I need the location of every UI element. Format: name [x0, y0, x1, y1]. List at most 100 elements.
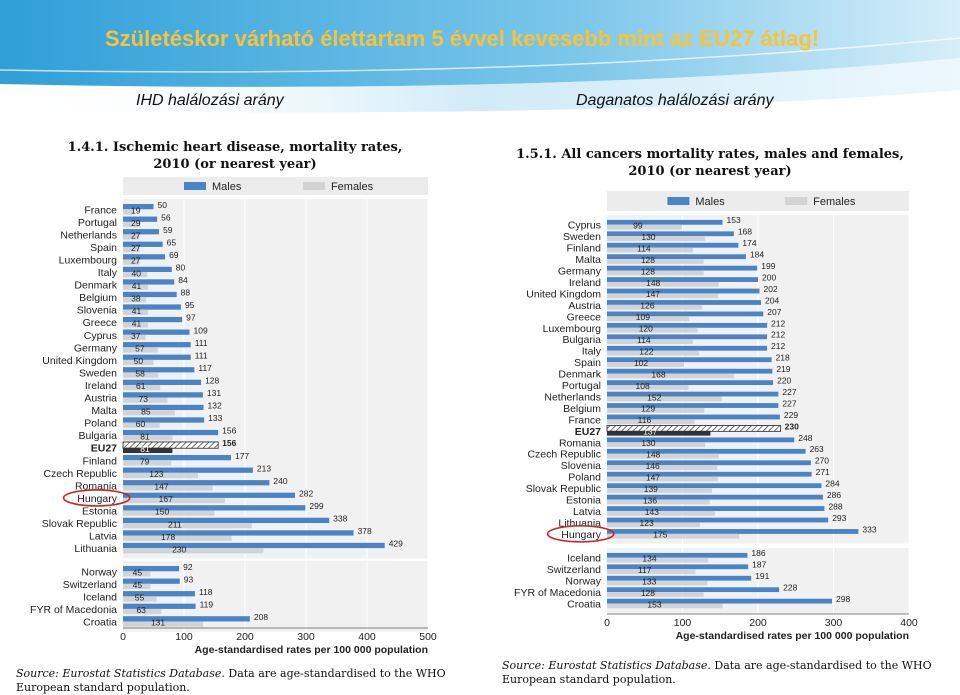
- value-label-females-austria: 73: [139, 394, 149, 404]
- category-label-croatia: Croatia: [83, 616, 117, 628]
- bar-males-iceland: [607, 552, 748, 558]
- category-label-hungary: Hungary: [77, 493, 117, 505]
- bar-females-luxembourg: [607, 327, 698, 333]
- bar-males-romania: [607, 437, 795, 443]
- bar-males-luxembourg: [607, 322, 768, 328]
- bar-males-denmark: [607, 368, 773, 374]
- value-label-females-germany: 128: [641, 266, 655, 276]
- x-tick-label-100: 100: [674, 617, 692, 629]
- value-label-males-romania: 240: [273, 476, 287, 486]
- chart-title-cancer: 1.5.1. All cancers mortality rates, male…: [510, 146, 910, 180]
- value-label-females-latvia: 178: [161, 532, 175, 542]
- bar-females-romania: [123, 485, 213, 491]
- source-note-ihd: Source: Eurostat Statistics Database. Da…: [16, 667, 446, 695]
- bar-males-hungary: [123, 492, 296, 498]
- bar-males-sweden: [123, 367, 195, 373]
- value-label-females-croatia: 153: [647, 599, 661, 609]
- bar-females-portugal: [607, 385, 689, 390]
- bar-males-czech-republic: [123, 467, 253, 473]
- category-label-eu27: EU27: [575, 426, 601, 438]
- value-label-males-malta: 132: [208, 401, 222, 411]
- source-note-cancer: Source: Eurostat Statistics Database. Da…: [502, 659, 942, 687]
- bar-males-fyr-of-macedonia: [607, 587, 780, 593]
- value-label-males-belgium: 227: [782, 398, 796, 408]
- bar-males-czech-republic: [607, 448, 806, 454]
- category-label-austria: Austria: [568, 300, 601, 312]
- value-label-females-austria: 126: [640, 301, 654, 311]
- value-label-males-hungary: 333: [862, 524, 876, 534]
- value-label-females-norway: 45: [133, 568, 143, 578]
- value-label-females-greece: 109: [636, 312, 650, 322]
- legend-females-label: Females: [813, 196, 856, 208]
- category-label-switzerland: Switzerland: [547, 564, 601, 576]
- category-label-fyr-of-macedonia: FYR of Macedonia: [30, 604, 117, 616]
- bar-males-belgium: [607, 403, 779, 408]
- value-label-females-estonia: 150: [155, 507, 169, 517]
- chart-title-ihd-line2: 2010 (or nearest year): [153, 157, 317, 172]
- bar-males-germany: [607, 265, 758, 271]
- value-label-males-ireland: 200: [762, 272, 776, 282]
- value-label-females-denmark: 168: [651, 369, 665, 379]
- value-label-females-poland: 60: [136, 419, 146, 429]
- bar-males-switzerland: [123, 578, 180, 584]
- bar-females-malta: [123, 410, 175, 416]
- x-tick-label-100: 100: [175, 631, 193, 643]
- bar-females-iceland: [607, 557, 709, 563]
- bar-males-finland: [123, 455, 231, 461]
- bar-males-finland: [607, 242, 739, 248]
- category-label-malta: Malta: [91, 405, 117, 417]
- value-label-males-fyr-of-macedonia: 228: [783, 583, 797, 593]
- value-label-females-cyprus: 99: [633, 221, 643, 231]
- category-label-portugal: Portugal: [562, 380, 601, 392]
- bar-females-fyr-of-macedonia: [607, 592, 704, 597]
- value-label-males-norway: 92: [183, 562, 193, 572]
- bar-females-portugal: [123, 221, 141, 228]
- x-tick-label-0: 0: [120, 631, 126, 643]
- bar-females-austria: [123, 397, 168, 403]
- category-label-sweden: Sweden: [79, 367, 117, 379]
- bar-males-united-kingdom: [123, 354, 191, 360]
- bar-females-belgium: [607, 407, 705, 413]
- category-label-belgium: Belgium: [563, 403, 601, 415]
- value-label-males-portugal: 220: [777, 376, 791, 386]
- category-label-poland: Poland: [568, 472, 601, 484]
- value-label-males-czech-republic: 213: [257, 463, 271, 473]
- value-label-females-slovenia: 41: [132, 306, 142, 316]
- bar-males-slovak-republic: [607, 483, 822, 489]
- x-tick-label-400: 400: [900, 617, 918, 629]
- bar-females-malta: [607, 259, 704, 264]
- value-label-males-cyprus: 153: [727, 215, 741, 225]
- bar-males-croatia: [123, 616, 250, 622]
- bar-males-cyprus: [123, 329, 190, 335]
- bar-males-germany: [123, 342, 191, 348]
- category-label-ireland: Ireland: [569, 277, 601, 289]
- value-label-females-bulgaria: 81: [140, 431, 150, 441]
- category-label-denmark: Denmark: [74, 280, 117, 292]
- bar-females-sweden: [123, 372, 159, 378]
- category-label-estonia: Estonia: [566, 495, 601, 507]
- bar-females-iceland: [123, 596, 157, 602]
- highlight-ellipse-hungary: [546, 525, 615, 543]
- category-label-poland: Poland: [84, 418, 117, 430]
- bar-males-iceland: [123, 591, 195, 597]
- value-label-males-eu27: 156: [222, 438, 236, 448]
- value-label-females-ireland: 61: [136, 381, 146, 391]
- value-label-females-france: 116: [638, 415, 652, 425]
- value-label-females-finland: 79: [140, 457, 150, 467]
- value-label-males-slovak-republic: 338: [333, 514, 347, 524]
- bar-males-latvia: [607, 506, 825, 511]
- category-label-austria: Austria: [84, 393, 117, 405]
- chart-title-cancer-line2: 2010 (or nearest year): [628, 164, 792, 179]
- bar-males-ireland: [123, 379, 202, 385]
- bar-males-poland: [123, 417, 205, 423]
- value-label-males-slovak-republic: 284: [825, 479, 839, 489]
- category-label-bulgaria: Bulgaria: [562, 334, 601, 346]
- bar-females-ireland: [607, 281, 719, 287]
- category-label-cyprus: Cyprus: [568, 220, 601, 232]
- x-tick-label-500: 500: [419, 631, 437, 643]
- value-label-females-eu27: 81: [140, 444, 150, 454]
- bar-females-denmark: [123, 284, 149, 290]
- value-label-females-malta: 128: [641, 255, 655, 265]
- bar-males-norway: [123, 566, 180, 572]
- category-label-lithuania: Lithuania: [74, 543, 117, 555]
